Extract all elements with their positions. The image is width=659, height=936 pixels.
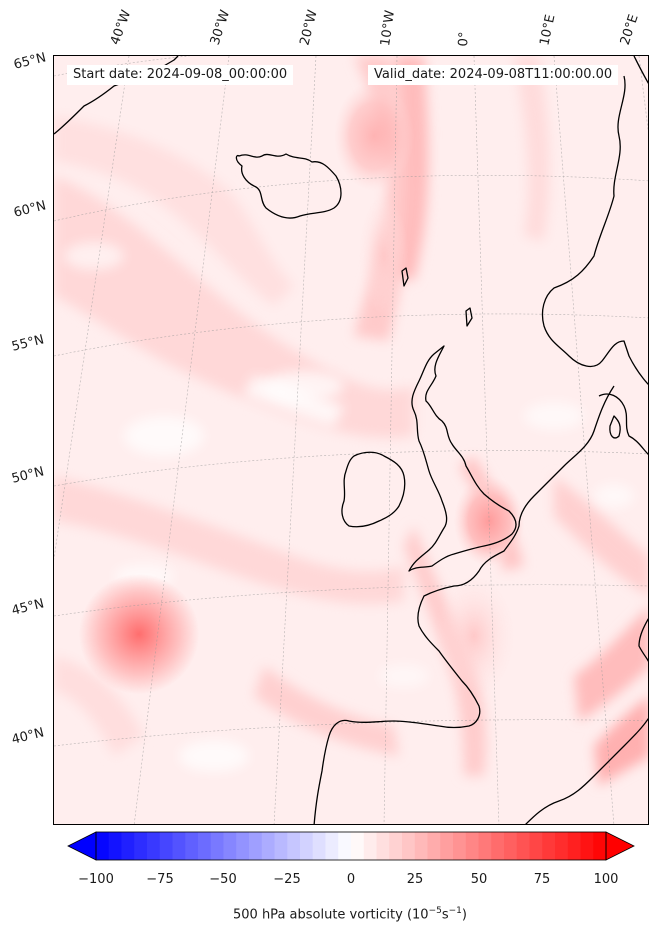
cb-tick-25: 25	[406, 872, 424, 887]
colorbar-outline	[95, 831, 607, 861]
colorbar-segment	[261, 832, 275, 860]
lat-label-65n: 65°N	[12, 50, 48, 73]
colorbar-segment	[236, 832, 250, 860]
start-date-label: Start date: 2024-09-08_00:00:00	[67, 65, 294, 85]
colorbar-segment	[172, 832, 186, 860]
lon-label-20e: 20°E	[617, 12, 642, 48]
colorbar-min-extend	[67, 831, 97, 861]
colorbar-segment	[134, 832, 148, 860]
colorbar-segment	[159, 832, 173, 860]
colorbar-max-extend	[605, 831, 635, 861]
colorbar-segment	[210, 832, 224, 860]
colorbar-segment	[389, 832, 403, 860]
lat-label-40n: 40°N	[10, 725, 46, 748]
colorbar-segment	[453, 832, 467, 860]
lon-label-20w: 20°W	[297, 8, 321, 47]
colorbar-segment	[249, 832, 263, 860]
colorbar-segment	[542, 832, 556, 860]
colorbar-segment	[223, 832, 237, 860]
colorbar-segment	[287, 832, 301, 860]
colorbar-segment	[555, 832, 569, 860]
cb-tick-m75: −75	[146, 872, 174, 887]
lon-label-30w: 30°W	[207, 8, 234, 47]
colorbar-segment	[414, 832, 428, 860]
cb-tick-0: 0	[346, 872, 356, 887]
colorbar-segment	[96, 832, 110, 860]
cyclone-vorticity-max	[79, 574, 199, 694]
colorbar-label: 500 hPa absolute vorticity (10−5s−1)	[233, 906, 467, 923]
colorbar-segment	[300, 832, 314, 860]
lat-label-55n: 55°N	[10, 332, 46, 355]
colorbar-segment	[567, 832, 581, 860]
colorbar-segment	[504, 832, 518, 860]
vorticity-map	[53, 55, 649, 825]
colorbar-segment	[198, 832, 212, 860]
colorbar-segments	[96, 832, 607, 860]
valid-date-label: Valid_date: 2024-09-08T11:00:00.00	[368, 65, 619, 85]
lon-label-10e: 10°E	[537, 13, 559, 48]
lat-label-60n: 60°N	[12, 198, 48, 221]
colorbar-segment	[312, 832, 326, 860]
colorbar-segment	[325, 832, 339, 860]
lon-label-0: 0°	[456, 31, 473, 47]
cb-tick-75: 75	[533, 872, 551, 887]
cb-tick-100: 100	[593, 872, 619, 887]
colorbar-segment	[529, 832, 543, 860]
map-canvas	[54, 56, 648, 824]
colorbar-segment	[478, 832, 492, 860]
colorbar-segment	[338, 832, 352, 860]
cb-tick-m50: −50	[209, 872, 237, 887]
colorbar-segment	[363, 832, 377, 860]
colorbar-segment	[402, 832, 416, 860]
lat-label-50n: 50°N	[10, 464, 46, 487]
graticule	[54, 56, 648, 824]
lon-label-40w: 40°W	[107, 8, 135, 47]
cb-tick-50: 50	[470, 872, 488, 887]
lon-label-10w: 10°W	[378, 9, 398, 47]
colorbar-segment	[108, 832, 122, 860]
colorbar-segment	[185, 832, 199, 860]
colorbar-segment	[593, 832, 607, 860]
colorbar-segment	[351, 832, 365, 860]
cb-tick-m25: −25	[273, 872, 301, 887]
colorbar-segment	[274, 832, 288, 860]
colorbar-segment	[427, 832, 441, 860]
colorbar-segment	[516, 832, 530, 860]
colorbar-segment	[465, 832, 479, 860]
cb-tick-m100: −100	[78, 872, 114, 887]
colorbar-segment	[147, 832, 161, 860]
colorbar-segment	[121, 832, 135, 860]
colorbar-segment	[376, 832, 390, 860]
colorbar-segment	[440, 832, 454, 860]
colorbar-segment	[491, 832, 505, 860]
lat-label-45n: 45°N	[10, 596, 46, 619]
colorbar-segment	[580, 832, 594, 860]
